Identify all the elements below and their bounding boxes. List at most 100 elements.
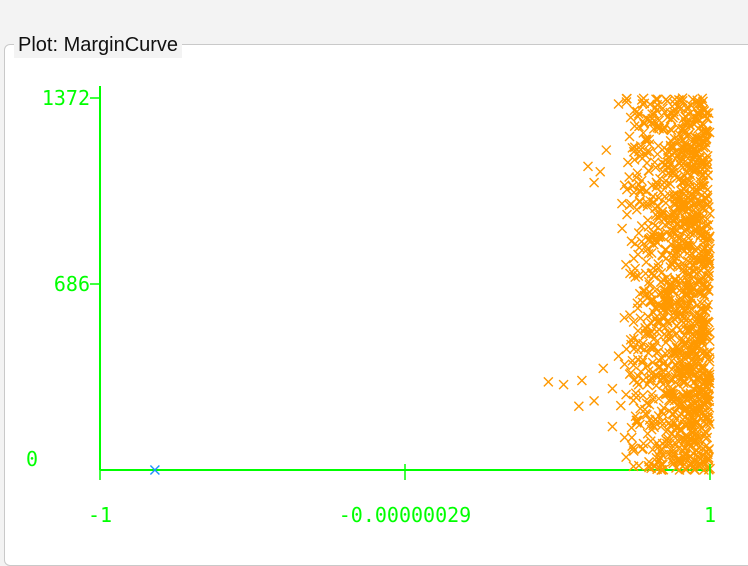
- data-point-marker: [701, 330, 712, 341]
- data-point-marker: [689, 260, 700, 271]
- data-point-marker: [643, 221, 654, 232]
- data-point-marker: [675, 300, 686, 311]
- data-point-marker: [660, 198, 671, 209]
- data-point-marker: [663, 367, 674, 378]
- data-point-marker: [674, 101, 685, 112]
- data-point-marker: [644, 134, 655, 145]
- data-point-marker: [631, 204, 642, 215]
- data-point-marker: [628, 253, 639, 264]
- data-point-marker: [607, 421, 618, 432]
- data-point-marker: [673, 133, 683, 144]
- data-point-marker: [648, 270, 659, 281]
- data-point-marker: [700, 317, 711, 328]
- data-point-marker: [677, 123, 688, 134]
- data-point-marker: [598, 363, 609, 374]
- data-point-marker: [702, 371, 713, 381]
- data-point-marker: [641, 146, 652, 157]
- data-point-marker: [632, 415, 643, 426]
- data-point-marker: [694, 197, 705, 208]
- data-point-marker: [653, 192, 664, 203]
- data-point-marker: [637, 357, 648, 368]
- data-point-marker: [702, 237, 713, 248]
- data-point-marker: [628, 316, 639, 327]
- data-point-marker: [626, 422, 637, 433]
- data-point-marker: [654, 123, 665, 134]
- data-point-marker: [689, 465, 700, 475]
- data-point-marker: [651, 326, 662, 337]
- data-point-marker: [688, 415, 699, 426]
- data-point-marker: [626, 236, 637, 247]
- data-point-marker: [634, 197, 645, 208]
- data-point-marker: [698, 465, 709, 475]
- data-point-marker: [624, 268, 635, 279]
- data-point-marker: [638, 93, 649, 104]
- data-point-marker: [634, 288, 645, 299]
- data-point-marker: [700, 426, 711, 437]
- data-point-marker: [633, 379, 644, 390]
- data-point-marker: [657, 353, 668, 364]
- data-point-marker: [573, 401, 584, 412]
- data-point-marker: [675, 142, 686, 153]
- data-point-marker: [651, 438, 662, 449]
- data-point-marker: [702, 316, 713, 327]
- data-point-marker: [631, 172, 642, 183]
- data-point-marker: [647, 393, 658, 404]
- data-point-marker: [634, 179, 645, 190]
- data-point-marker: [640, 134, 651, 145]
- data-point-marker: [643, 165, 654, 176]
- data-point-marker: [696, 280, 707, 291]
- data-point-marker: [693, 152, 704, 163]
- data-point-marker: [607, 383, 618, 394]
- data-point-marker: [703, 255, 714, 266]
- data-point-marker: [687, 417, 698, 428]
- data-point-marker: [629, 121, 640, 132]
- data-point-marker: [665, 374, 676, 385]
- data-point-marker: [653, 121, 664, 132]
- data-point-marker: [681, 116, 692, 127]
- data-point-marker: [543, 376, 554, 387]
- data-point-marker: [657, 103, 668, 114]
- data-point-marker: [682, 419, 693, 430]
- data-point-marker: [633, 121, 644, 132]
- data-point-marker: [675, 277, 686, 288]
- data-point-marker: [656, 465, 667, 475]
- data-point-marker: [644, 399, 655, 410]
- data-point-marker: [672, 243, 683, 254]
- data-point-marker: [684, 190, 695, 201]
- data-point-marker: [665, 178, 676, 189]
- data-point-marker: [650, 302, 661, 313]
- data-point-marker: [655, 316, 666, 327]
- data-point-marker: [697, 135, 708, 146]
- data-point-marker: [683, 129, 694, 140]
- data-point-marker: [640, 324, 651, 335]
- data-point-marker: [658, 379, 669, 390]
- data-point-marker: [642, 201, 653, 212]
- data-point-marker: [646, 372, 657, 383]
- data-point-marker: [655, 231, 666, 242]
- data-point-marker: [646, 296, 657, 307]
- data-point-marker: [692, 300, 703, 311]
- data-point-marker: [637, 390, 648, 401]
- data-point-marker: [691, 445, 702, 456]
- data-point-marker: [701, 446, 712, 457]
- data-point-marker: [666, 114, 677, 125]
- data-point-marker: [673, 348, 684, 359]
- data-point-marker: [695, 224, 706, 235]
- data-point-marker: [703, 108, 714, 119]
- data-point-marker: [621, 452, 632, 463]
- data-point-marker: [680, 306, 691, 317]
- data-point-marker: [702, 265, 713, 276]
- data-point-marker: [628, 443, 639, 454]
- data-point-marker: [697, 96, 708, 107]
- data-point-marker: [666, 384, 677, 395]
- data-point-marker: [663, 145, 674, 156]
- data-point-marker: [637, 444, 648, 455]
- data-point-marker: [624, 131, 635, 142]
- data-point-marker: [149, 465, 160, 475]
- points-layer: [149, 93, 715, 475]
- data-point-marker: [601, 145, 612, 156]
- data-point-marker: [664, 190, 675, 201]
- data-point-marker: [628, 333, 639, 344]
- data-point-marker: [682, 276, 693, 287]
- data-point-marker: [624, 369, 635, 380]
